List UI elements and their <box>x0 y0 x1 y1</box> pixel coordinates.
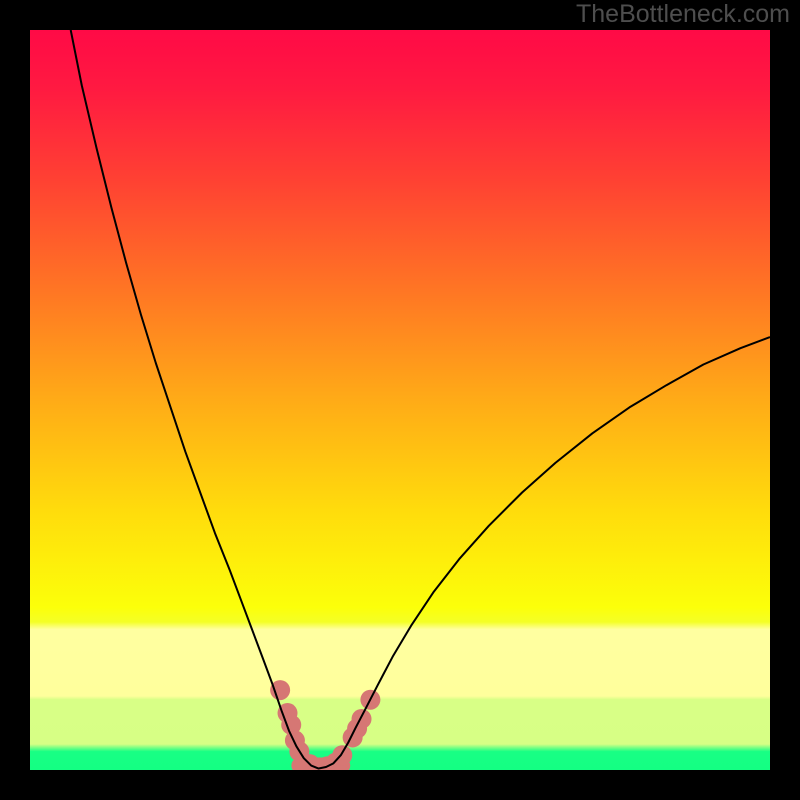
watermark-label: TheBottleneck.com <box>576 0 790 29</box>
figure-root: TheBottleneck.com <box>0 0 800 800</box>
curve-marker <box>270 680 290 700</box>
gradient-background <box>30 30 770 770</box>
plot-area <box>30 30 770 770</box>
curve-marker <box>352 709 372 729</box>
